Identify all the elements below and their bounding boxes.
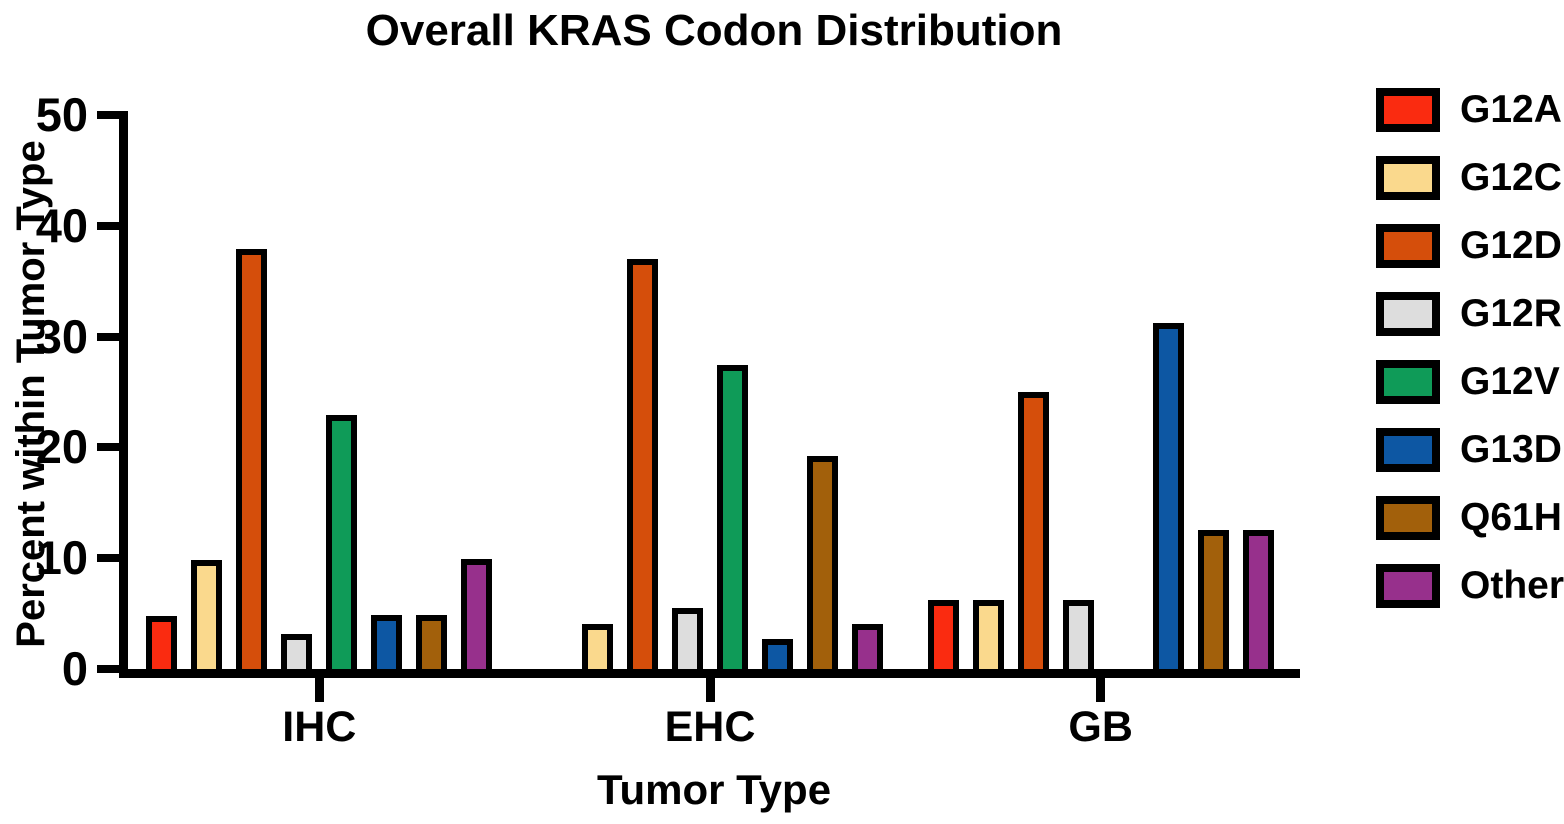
bar-other-ihc <box>461 559 493 669</box>
legend-label: G12D <box>1460 224 1562 267</box>
legend-item-g12c: G12C <box>1376 156 1564 200</box>
legend-swatch-g13d-icon <box>1376 428 1440 472</box>
bar-g12c-ehc <box>582 624 613 669</box>
y-tick-label: 0 <box>61 642 88 695</box>
y-tick-label: 40 <box>35 198 88 252</box>
y-axis-title: Percent within Tumor Type <box>9 140 53 648</box>
bar-g12r-ihc <box>281 634 313 669</box>
legend-item-q61h: Q61H <box>1376 496 1564 540</box>
bar-g12d-ehc <box>627 259 658 669</box>
legend-item-g12a: G12A <box>1376 88 1564 132</box>
bar-g12d-gb <box>1017 392 1049 669</box>
y-tick <box>97 111 119 119</box>
legend-label: G12R <box>1460 292 1562 335</box>
bar-g12r-ehc <box>672 608 703 669</box>
y-tick <box>97 443 119 452</box>
bar-g12c-gb <box>972 600 1004 669</box>
legend-swatch-g12c-icon <box>1376 156 1440 200</box>
chart-title: Overall KRAS Codon Distribution <box>365 6 1063 55</box>
x-category-label: GB <box>1068 703 1133 751</box>
legend-swatch-g12d-icon <box>1376 224 1440 268</box>
legend-label: Other <box>1460 564 1564 607</box>
plot-area: 0 10 20 30 40 50 IHC EHC GB <box>36 89 1300 751</box>
y-tick <box>97 332 119 341</box>
y-tick-label: 50 <box>35 88 88 141</box>
x-category-label: EHC <box>664 703 756 751</box>
bar-q61h-ehc <box>807 456 838 669</box>
y-tick <box>97 665 119 673</box>
legend-swatch-g12v-icon <box>1376 360 1440 404</box>
legend: G12A G12C G12D G12R G12V G13D Q61H Other <box>1376 88 1564 632</box>
legend-item-other: Other <box>1376 564 1564 608</box>
bar-q61h-gb <box>1197 530 1229 669</box>
bar-g12a-gb <box>927 600 959 669</box>
legend-label: G12C <box>1460 156 1562 199</box>
bar-g13d-ihc <box>371 615 403 669</box>
legend-item-g12v: G12V <box>1376 360 1564 404</box>
x-tick <box>314 678 324 702</box>
y-axis-line <box>119 111 128 678</box>
legend-label: G13D <box>1460 428 1562 471</box>
legend-item-g12r: G12R <box>1376 292 1564 336</box>
legend-item-g13d: G13D <box>1376 428 1564 472</box>
x-tick <box>1096 678 1106 702</box>
legend-swatch-q61h-icon <box>1376 496 1440 540</box>
y-tick-label: 10 <box>35 531 88 585</box>
bar-g13d-gb <box>1152 323 1184 669</box>
legend-swatch-g12a-icon <box>1376 88 1440 132</box>
bar-g12c-ihc <box>191 560 223 669</box>
bar-g13d-ehc <box>762 639 793 669</box>
y-tick <box>97 554 119 563</box>
bar-g12v-ihc <box>326 415 358 669</box>
bar-other-ehc <box>852 624 883 669</box>
x-tick <box>705 678 715 702</box>
legend-swatch-other-icon <box>1376 564 1440 608</box>
bar-g12d-ihc <box>236 249 268 669</box>
x-axis-title: Tumor Type <box>596 766 832 813</box>
x-category-label: IHC <box>282 703 357 751</box>
y-tick-label: 30 <box>35 309 88 363</box>
y-tick <box>97 221 119 230</box>
legend-swatch-g12r-icon <box>1376 292 1440 336</box>
bar-q61h-ihc <box>416 615 448 669</box>
legend-label: Q61H <box>1460 496 1562 539</box>
bar-other-gb <box>1242 530 1274 669</box>
y-tick-label: 20 <box>35 420 88 474</box>
x-axis-line <box>119 669 1300 678</box>
bar-g12v-ehc <box>717 365 748 669</box>
legend-item-g12d: G12D <box>1376 224 1564 268</box>
legend-label: G12V <box>1460 360 1560 403</box>
legend-label: G12A <box>1460 88 1562 131</box>
bar-g12r-gb <box>1062 600 1094 669</box>
bar-g12a-ihc <box>146 616 178 669</box>
